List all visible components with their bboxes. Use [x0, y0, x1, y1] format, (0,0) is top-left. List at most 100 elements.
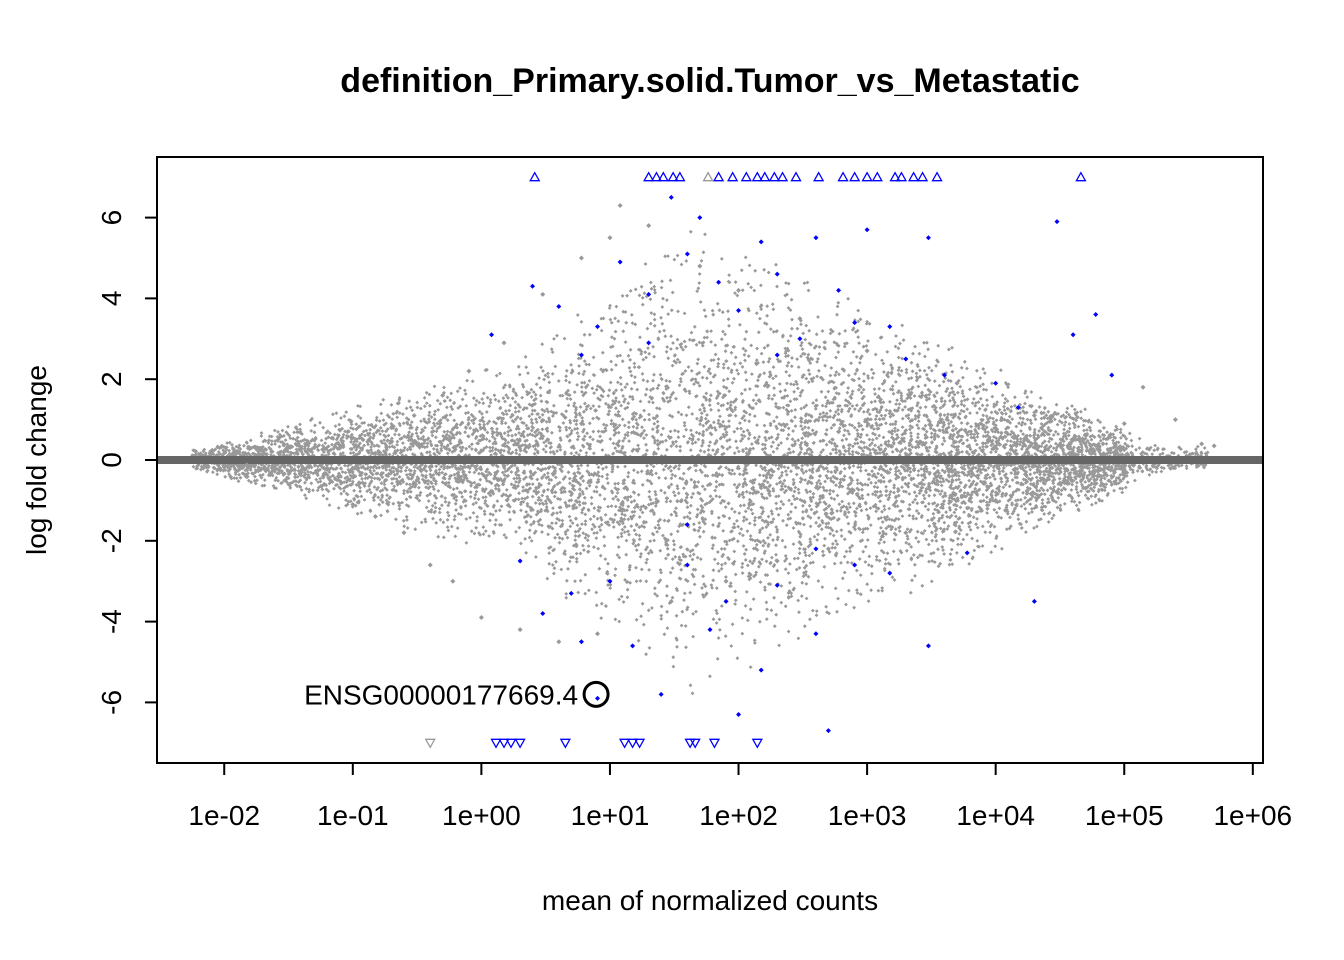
y-tick-label: -6: [96, 690, 127, 715]
out-of-range-marker: [861, 171, 873, 182]
gene-point-nonsignificant: [260, 448, 266, 454]
gene-point-nonsignificant: [668, 598, 674, 604]
gene-point-significant: [852, 320, 858, 326]
gene-point-nonsignificant: [836, 429, 842, 435]
gene-point-significant: [813, 235, 819, 241]
x-tick-label: 1e-01: [317, 800, 389, 831]
gene-point-nonsignificant: [1172, 417, 1178, 423]
gene-point-significant: [568, 590, 574, 596]
gene-point-nonsignificant: [517, 627, 523, 633]
gene-point-significant: [864, 227, 870, 233]
out-of-range-marker: [907, 171, 920, 182]
gene-point-significant: [594, 695, 600, 701]
out-of-range-marker: [618, 738, 631, 749]
gene-point-nonsignificant: [440, 392, 446, 398]
x-tick-label: 1e-02: [188, 800, 260, 831]
out-of-range-marker: [657, 171, 669, 182]
gene-point-nonsignificant: [540, 291, 546, 297]
gene-point-nonsignificant: [231, 449, 237, 455]
gene-point-significant: [758, 667, 764, 673]
out-of-range-marker: [751, 738, 763, 749]
gene-point-nonsignificant: [723, 578, 729, 584]
out-of-range-marker: [689, 738, 701, 749]
highlight-label: ENSG00000177669.4: [304, 679, 578, 710]
gene-point-nonsignificant: [209, 449, 215, 455]
y-tick-label: 2: [96, 371, 127, 387]
gene-point-nonsignificant: [1140, 384, 1146, 390]
gene-point-significant: [578, 639, 584, 645]
gene-point-nonsignificant: [501, 340, 507, 346]
chart-title: definition_Primary.solid.Tumor_vs_Metast…: [340, 62, 1079, 100]
y-axis-label: log fold change: [21, 365, 52, 555]
gene-point-significant: [887, 324, 893, 330]
gene-point-significant: [716, 279, 722, 285]
out-of-range-marker: [727, 171, 739, 182]
gene-point-nonsignificant: [299, 469, 305, 475]
gene-point-significant: [925, 643, 931, 649]
gene-point-nonsignificant: [193, 449, 199, 455]
out-of-range-marker: [490, 738, 502, 749]
gene-point-significant: [517, 558, 523, 564]
gene-point-significant: [646, 291, 652, 297]
gene-point-significant: [1054, 219, 1060, 225]
gene-point-significant: [736, 308, 742, 314]
gene-point-nonsignificant: [360, 437, 366, 443]
out-of-range-marker: [837, 171, 849, 182]
gene-point-significant: [646, 340, 652, 346]
out-of-range-marker: [931, 171, 943, 182]
gene-point-significant: [684, 522, 690, 528]
gene-point-nonsignificant: [478, 615, 484, 621]
out-of-range-marker: [768, 171, 780, 182]
x-tick-label: 1e+01: [571, 800, 650, 831]
highlight-circle: [582, 680, 610, 708]
out-of-range-marker: [849, 171, 861, 182]
x-axis-label: mean of normalized counts: [542, 885, 878, 916]
out-of-range-marker: [424, 738, 436, 749]
highlight-gene: ENSG00000177669.4: [304, 679, 610, 710]
gene-point-nonsignificant: [954, 380, 960, 386]
gene-point-significant: [736, 712, 742, 718]
x-tick-label: 1e+06: [1213, 800, 1292, 831]
gene-point-nonsignificant: [1083, 485, 1089, 491]
gene-point-nonsignificant: [244, 462, 250, 468]
x-tick-label: 1e+03: [828, 800, 907, 831]
out-of-range-marker: [650, 171, 663, 182]
gene-point-nonsignificant: [1031, 413, 1037, 419]
gene-point-significant: [489, 332, 495, 338]
gene-point-nonsignificant: [556, 639, 562, 645]
gene-point-significant: [1093, 312, 1099, 318]
gene-point-nonsignificant: [825, 546, 831, 552]
out-of-range-marker: [529, 171, 541, 182]
gene-point-nonsignificant: [903, 530, 909, 536]
gene-point-significant: [964, 550, 970, 556]
gene-point-nonsignificant: [458, 477, 464, 483]
gene-point-nonsignificant: [617, 202, 623, 208]
gene-point-significant: [723, 598, 729, 604]
gene-point-significant: [1031, 598, 1037, 604]
out-of-range-marker: [751, 171, 763, 182]
out-of-range-marker: [626, 738, 639, 749]
out-of-range-marker: [505, 738, 517, 749]
gene-point-significant: [594, 324, 600, 330]
gene-point-nonsignificant: [578, 421, 584, 427]
out-of-range-marker: [895, 171, 908, 182]
gene-point-significant: [630, 643, 636, 649]
gene-point-nonsignificant: [427, 562, 433, 568]
out-of-range-marker: [633, 738, 646, 749]
gene-point-nonsignificant: [389, 425, 395, 431]
gene-point-significant: [668, 194, 674, 200]
gene-point-nonsignificant: [1121, 421, 1127, 427]
out-of-range-marker: [674, 171, 686, 182]
data-points: [193, 171, 1217, 749]
gene-point-significant: [658, 691, 664, 697]
gene-point-significant: [556, 303, 562, 309]
out-of-range-marker: [813, 171, 825, 182]
gene-point-nonsignificant: [1211, 443, 1217, 449]
gene-point-significant: [903, 356, 909, 362]
gene-point-nonsignificant: [646, 223, 652, 229]
gene-point-significant: [707, 627, 713, 633]
x-tick-label: 1e+04: [956, 800, 1035, 831]
out-of-range-marker: [889, 171, 901, 182]
out-of-range-marker: [871, 171, 883, 182]
gene-point-significant: [813, 546, 819, 552]
